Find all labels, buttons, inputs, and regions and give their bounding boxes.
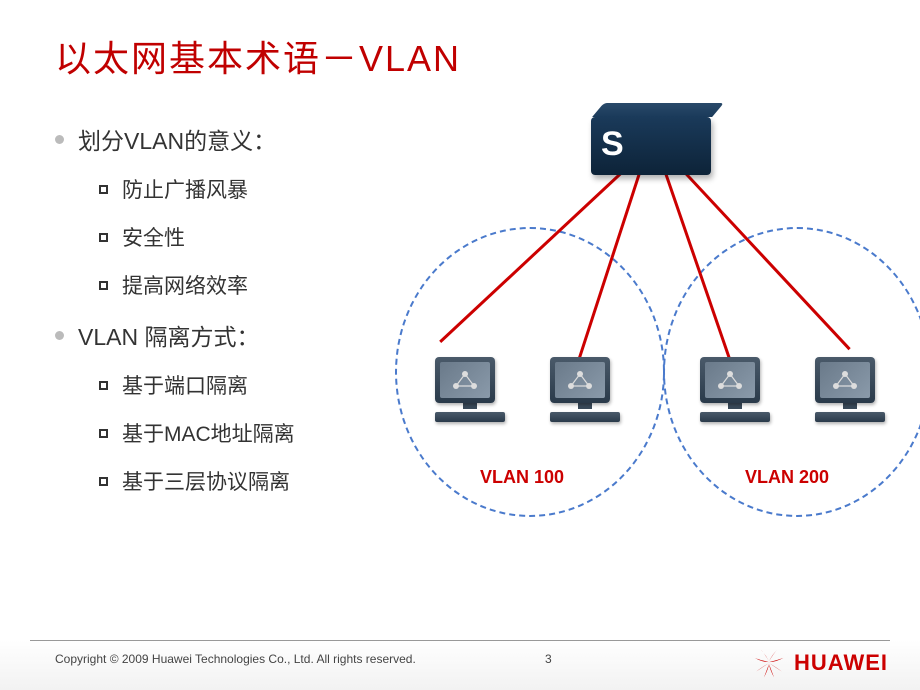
- section-heading-text: 划分VLAN的意义：: [78, 122, 276, 156]
- brand-name: HUAWEI: [794, 650, 888, 676]
- list-item-text: 提高网络效率: [122, 270, 248, 300]
- switch-label: S: [601, 125, 624, 164]
- section-heading-text: VLAN 隔离方式：: [78, 318, 259, 352]
- pc-icon: [550, 357, 620, 427]
- bullet-square-icon: [99, 477, 108, 486]
- bullet-square-icon: [99, 233, 108, 242]
- list-item: 防止广播风暴: [99, 174, 415, 204]
- network-icon: [831, 370, 859, 390]
- pc-icon: [435, 357, 505, 427]
- list-item-text: 安全性: [122, 222, 185, 252]
- content-area: 划分VLAN的意义： 防止广播风暴 安全性 提高网络效率 VLAN 隔离方式： …: [0, 82, 920, 572]
- switch-icon: S: [591, 117, 711, 175]
- list-item-text: 防止广播风暴: [122, 174, 248, 204]
- bullet-square-icon: [99, 381, 108, 390]
- list-item: 基于MAC地址隔离: [99, 418, 415, 448]
- vlan-label: VLAN 100: [480, 467, 564, 488]
- list-item-text: 基于端口隔离: [122, 370, 248, 400]
- section-heading: 划分VLAN的意义：: [55, 122, 415, 156]
- footer-divider: [30, 640, 890, 641]
- list-item: 提高网络效率: [99, 270, 415, 300]
- brand-logo-icon: [752, 646, 786, 680]
- bullet-square-icon: [99, 281, 108, 290]
- network-icon: [716, 370, 744, 390]
- bullet-square-icon: [99, 185, 108, 194]
- list-item: 基于端口隔离: [99, 370, 415, 400]
- slide-title: 以太网基本术语－VLAN: [0, 0, 920, 82]
- vlan-label: VLAN 200: [745, 467, 829, 488]
- page-number: 3: [545, 652, 552, 666]
- list-item-text: 基于三层协议隔离: [122, 466, 290, 496]
- bullet-dot-icon: [55, 135, 64, 144]
- bullet-square-icon: [99, 429, 108, 438]
- footer: Copyright © 2009 Huawei Technologies Co.…: [0, 640, 920, 690]
- copyright-text: Copyright © 2009 Huawei Technologies Co.…: [55, 652, 416, 666]
- network-diagram: S VLAN 100 VLAN 200: [415, 122, 880, 572]
- brand: HUAWEI: [752, 646, 888, 680]
- list-item-text: 基于MAC地址隔离: [122, 418, 295, 448]
- list-item: 安全性: [99, 222, 415, 252]
- network-icon: [451, 370, 479, 390]
- pc-icon: [815, 357, 885, 427]
- section-heading: VLAN 隔离方式：: [55, 318, 415, 352]
- bullet-dot-icon: [55, 331, 64, 340]
- list-item: 基于三层协议隔离: [99, 466, 415, 496]
- pc-icon: [700, 357, 770, 427]
- network-icon: [566, 370, 594, 390]
- text-column: 划分VLAN的意义： 防止广播风暴 安全性 提高网络效率 VLAN 隔离方式： …: [55, 122, 415, 572]
